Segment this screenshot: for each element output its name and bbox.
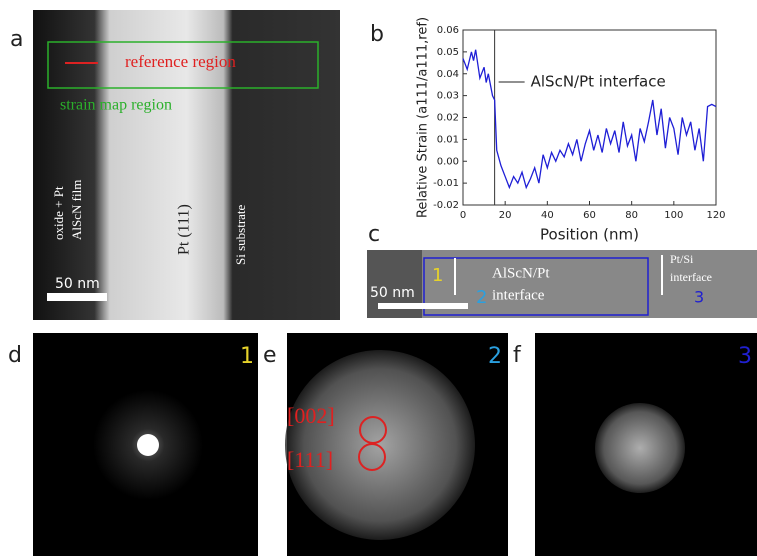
x-tick-label: 120	[706, 210, 725, 221]
label: Pt/Si	[670, 252, 694, 266]
figure: reference region strain map region oxide…	[0, 0, 757, 556]
y-tick-label: 0.04	[437, 69, 459, 80]
annotation: AlScN/Pt interface	[531, 73, 666, 91]
scale-label: 50 nm	[370, 285, 415, 301]
y-axis-label: Relative Strain (a111/a111,ref)	[416, 17, 431, 218]
label: interface	[670, 270, 712, 284]
chart: -0.02 -0.01 0.00 0.01 0.02 0.03 0.04 0.05 0.06 0 2…	[416, 17, 726, 244]
x-tick-label: 20	[499, 210, 512, 221]
panel-e: [002] [111] 2	[285, 333, 508, 556]
label: AlScN film	[69, 180, 84, 240]
label: oxide + Pt	[51, 186, 66, 240]
y-tick-label: 0.02	[437, 113, 459, 124]
x-tick-label: 80	[625, 210, 638, 221]
y-tick-label: 0.01	[437, 134, 459, 145]
label: 1	[432, 265, 443, 286]
scale-label: 50 nm	[55, 276, 100, 292]
panel-d: 1	[33, 333, 258, 556]
y-tick-label: 0.00	[437, 156, 459, 167]
plot-frame	[463, 30, 716, 205]
x-tick-label: 100	[664, 210, 683, 221]
scale-bar	[47, 293, 107, 301]
label: 3	[694, 288, 704, 307]
disc	[285, 350, 475, 540]
series-line	[463, 50, 716, 188]
y-tick-label: 0.06	[437, 25, 459, 36]
x-tick-label: 40	[541, 210, 554, 221]
label: 2	[488, 344, 502, 369]
label: 2	[476, 287, 487, 308]
y-tick-label: -0.01	[433, 178, 459, 189]
scale-bar	[378, 303, 468, 309]
panel-a: reference region strain map region oxide…	[33, 10, 340, 320]
panel-label: c	[368, 222, 380, 247]
label: strain map region	[60, 97, 172, 114]
y-tick-label: 0.05	[437, 47, 459, 58]
label: reference region	[125, 52, 236, 71]
disc	[595, 403, 685, 493]
panel-label: e	[263, 343, 277, 368]
panel-label: a	[10, 27, 23, 52]
label: [002]	[287, 403, 335, 428]
label: 3	[738, 344, 752, 369]
center-spot	[137, 434, 159, 456]
panel-c: 1 2 3 AlScN/Pt interface Pt/Si interface…	[367, 250, 757, 318]
label: [111]	[287, 447, 333, 472]
panel-label: f	[513, 343, 522, 368]
label: Pt (111)	[176, 204, 193, 255]
panel-label: b	[370, 22, 384, 47]
y-tick-label: 0.03	[437, 91, 459, 102]
label: Si substrate	[233, 204, 248, 265]
panel-f: 3	[535, 333, 757, 556]
x-axis-label: Position (nm)	[540, 226, 639, 244]
y-tick-label: -0.02	[433, 200, 459, 211]
label: interface	[492, 287, 545, 303]
panel-label: d	[8, 343, 22, 368]
x-tick-label: 0	[460, 210, 466, 221]
label: 1	[240, 344, 254, 369]
x-tick-label: 60	[583, 210, 596, 221]
label: AlScN/Pt	[492, 265, 550, 281]
